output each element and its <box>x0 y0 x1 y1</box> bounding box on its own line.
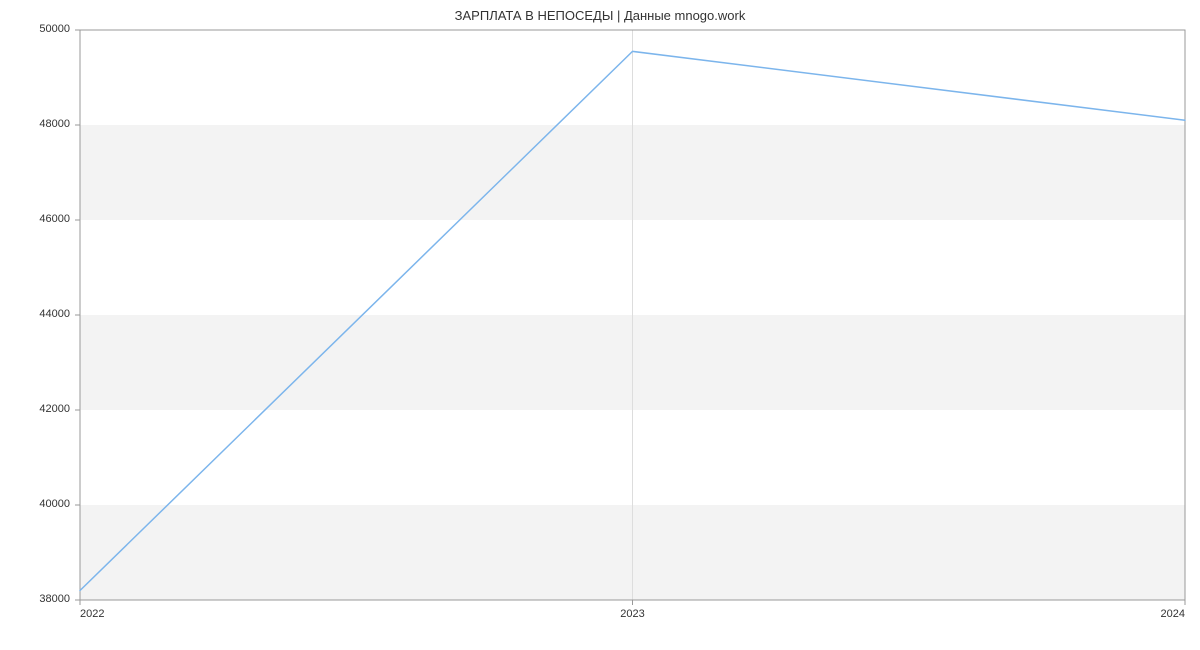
y-tick-label: 50000 <box>0 23 70 35</box>
y-tick-label: 40000 <box>0 498 70 510</box>
x-tick-label: 2023 <box>603 608 663 620</box>
x-tick-label: 2022 <box>80 608 140 620</box>
y-tick-label: 46000 <box>0 213 70 225</box>
chart-svg <box>0 0 1200 650</box>
y-tick-label: 48000 <box>0 118 70 130</box>
chart-container: ЗАРПЛАТА В НЕПОСЕДЫ | Данные mnogo.work … <box>0 0 1200 650</box>
x-tick-label: 2024 <box>1125 608 1185 620</box>
y-tick-label: 42000 <box>0 403 70 415</box>
y-tick-label: 38000 <box>0 593 70 605</box>
y-tick-label: 44000 <box>0 308 70 320</box>
